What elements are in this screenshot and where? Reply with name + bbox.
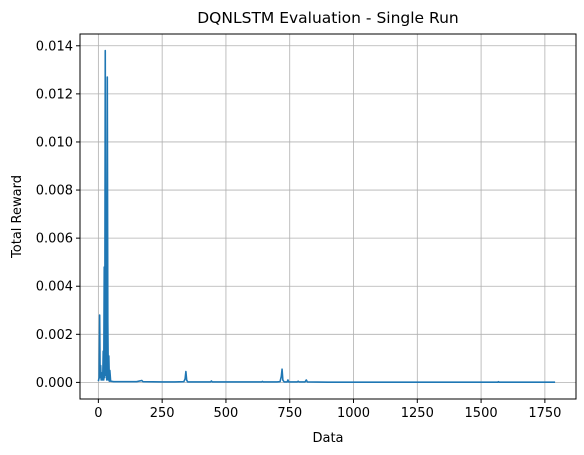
x-tick-label: 0: [94, 406, 102, 421]
y-tick-label: 0.004: [36, 280, 73, 295]
y-axis-label: Total Reward: [10, 175, 25, 259]
plot-frame: [79, 33, 577, 400]
x-tick-label: 500: [214, 406, 239, 421]
y-tick-label: 0.006: [36, 232, 73, 247]
grid: [80, 34, 576, 399]
y-tick-label: 0.002: [36, 328, 73, 343]
x-tick-label: 750: [277, 406, 302, 421]
series-group: [97, 49, 556, 383]
y-tick-label: 0.012: [36, 87, 73, 102]
y-tick-label: 0.014: [36, 39, 73, 54]
series-line-0: [97, 49, 556, 383]
x-tick-label: 250: [150, 406, 175, 421]
plot-area: [80, 34, 576, 399]
x-tick-label: 1000: [337, 406, 370, 421]
y-axis: 0.000 0.002 0.004 0.006 0.008 0.010 0.012 0.014: [36, 39, 80, 391]
y-tick-label: 0.000: [36, 376, 73, 391]
x-tick-label: 1500: [465, 406, 498, 421]
y-tick-label: 0.008: [36, 184, 73, 199]
x-axis: 0 250 500 750 1000 1250 1500 1750: [94, 399, 561, 421]
x-tick-label: 1750: [528, 406, 561, 421]
y-tick-label: 0.010: [36, 135, 73, 150]
x-tick-label: 1250: [401, 406, 434, 421]
chart-title: DQNLSTM Evaluation - Single Run: [197, 9, 459, 27]
x-axis-label: Data: [312, 431, 343, 446]
